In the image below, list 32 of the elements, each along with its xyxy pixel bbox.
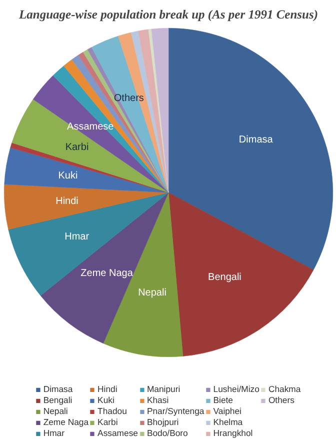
legend-label: Pnar/Syntenga xyxy=(146,406,204,416)
legend-label: Zeme Naga xyxy=(43,417,89,427)
legend-label: Chakma xyxy=(268,384,301,394)
data-label: Assamese xyxy=(67,122,114,133)
data-label: Karbi xyxy=(65,142,89,154)
legend-label: Others xyxy=(268,395,294,405)
data-label: Kuki xyxy=(58,170,78,182)
data-label: Bengali xyxy=(208,272,242,283)
legend-label: Thadou xyxy=(98,406,127,416)
legend-label: Bengali xyxy=(43,395,72,405)
legend-label: Lushei/Mizo xyxy=(213,384,260,394)
legend-label: Biete xyxy=(213,395,234,405)
data-label: Nepali xyxy=(138,288,166,299)
legend-label: Bodo/Boro xyxy=(146,428,188,438)
legend-label: Khelma xyxy=(213,417,243,427)
chart-title: Language-wise population break up (As per 1991 Census) xyxy=(18,8,318,22)
data-label: Zeme Naga xyxy=(80,268,134,280)
legend-label: Hindi xyxy=(98,384,118,394)
legend-label: Hmar xyxy=(43,428,64,438)
legend-label: Vaiphei xyxy=(213,406,242,416)
data-label: Dimasa xyxy=(238,134,274,146)
data-label: Hmar xyxy=(64,232,90,243)
legend-label: Karbi xyxy=(98,417,118,427)
legend-label: Bhojpuri xyxy=(146,417,179,427)
legend-label: Nepali xyxy=(43,406,68,416)
data-label: Hindi xyxy=(56,196,78,207)
legend-label: Hrangkhol xyxy=(213,428,253,438)
legend-label: Manipuri xyxy=(146,384,180,394)
legend-label: Khasi xyxy=(146,395,169,405)
legend-label: Dimasa xyxy=(43,384,73,394)
legend-label: Kuki xyxy=(98,395,116,405)
legend-label: Assamese xyxy=(98,428,138,438)
